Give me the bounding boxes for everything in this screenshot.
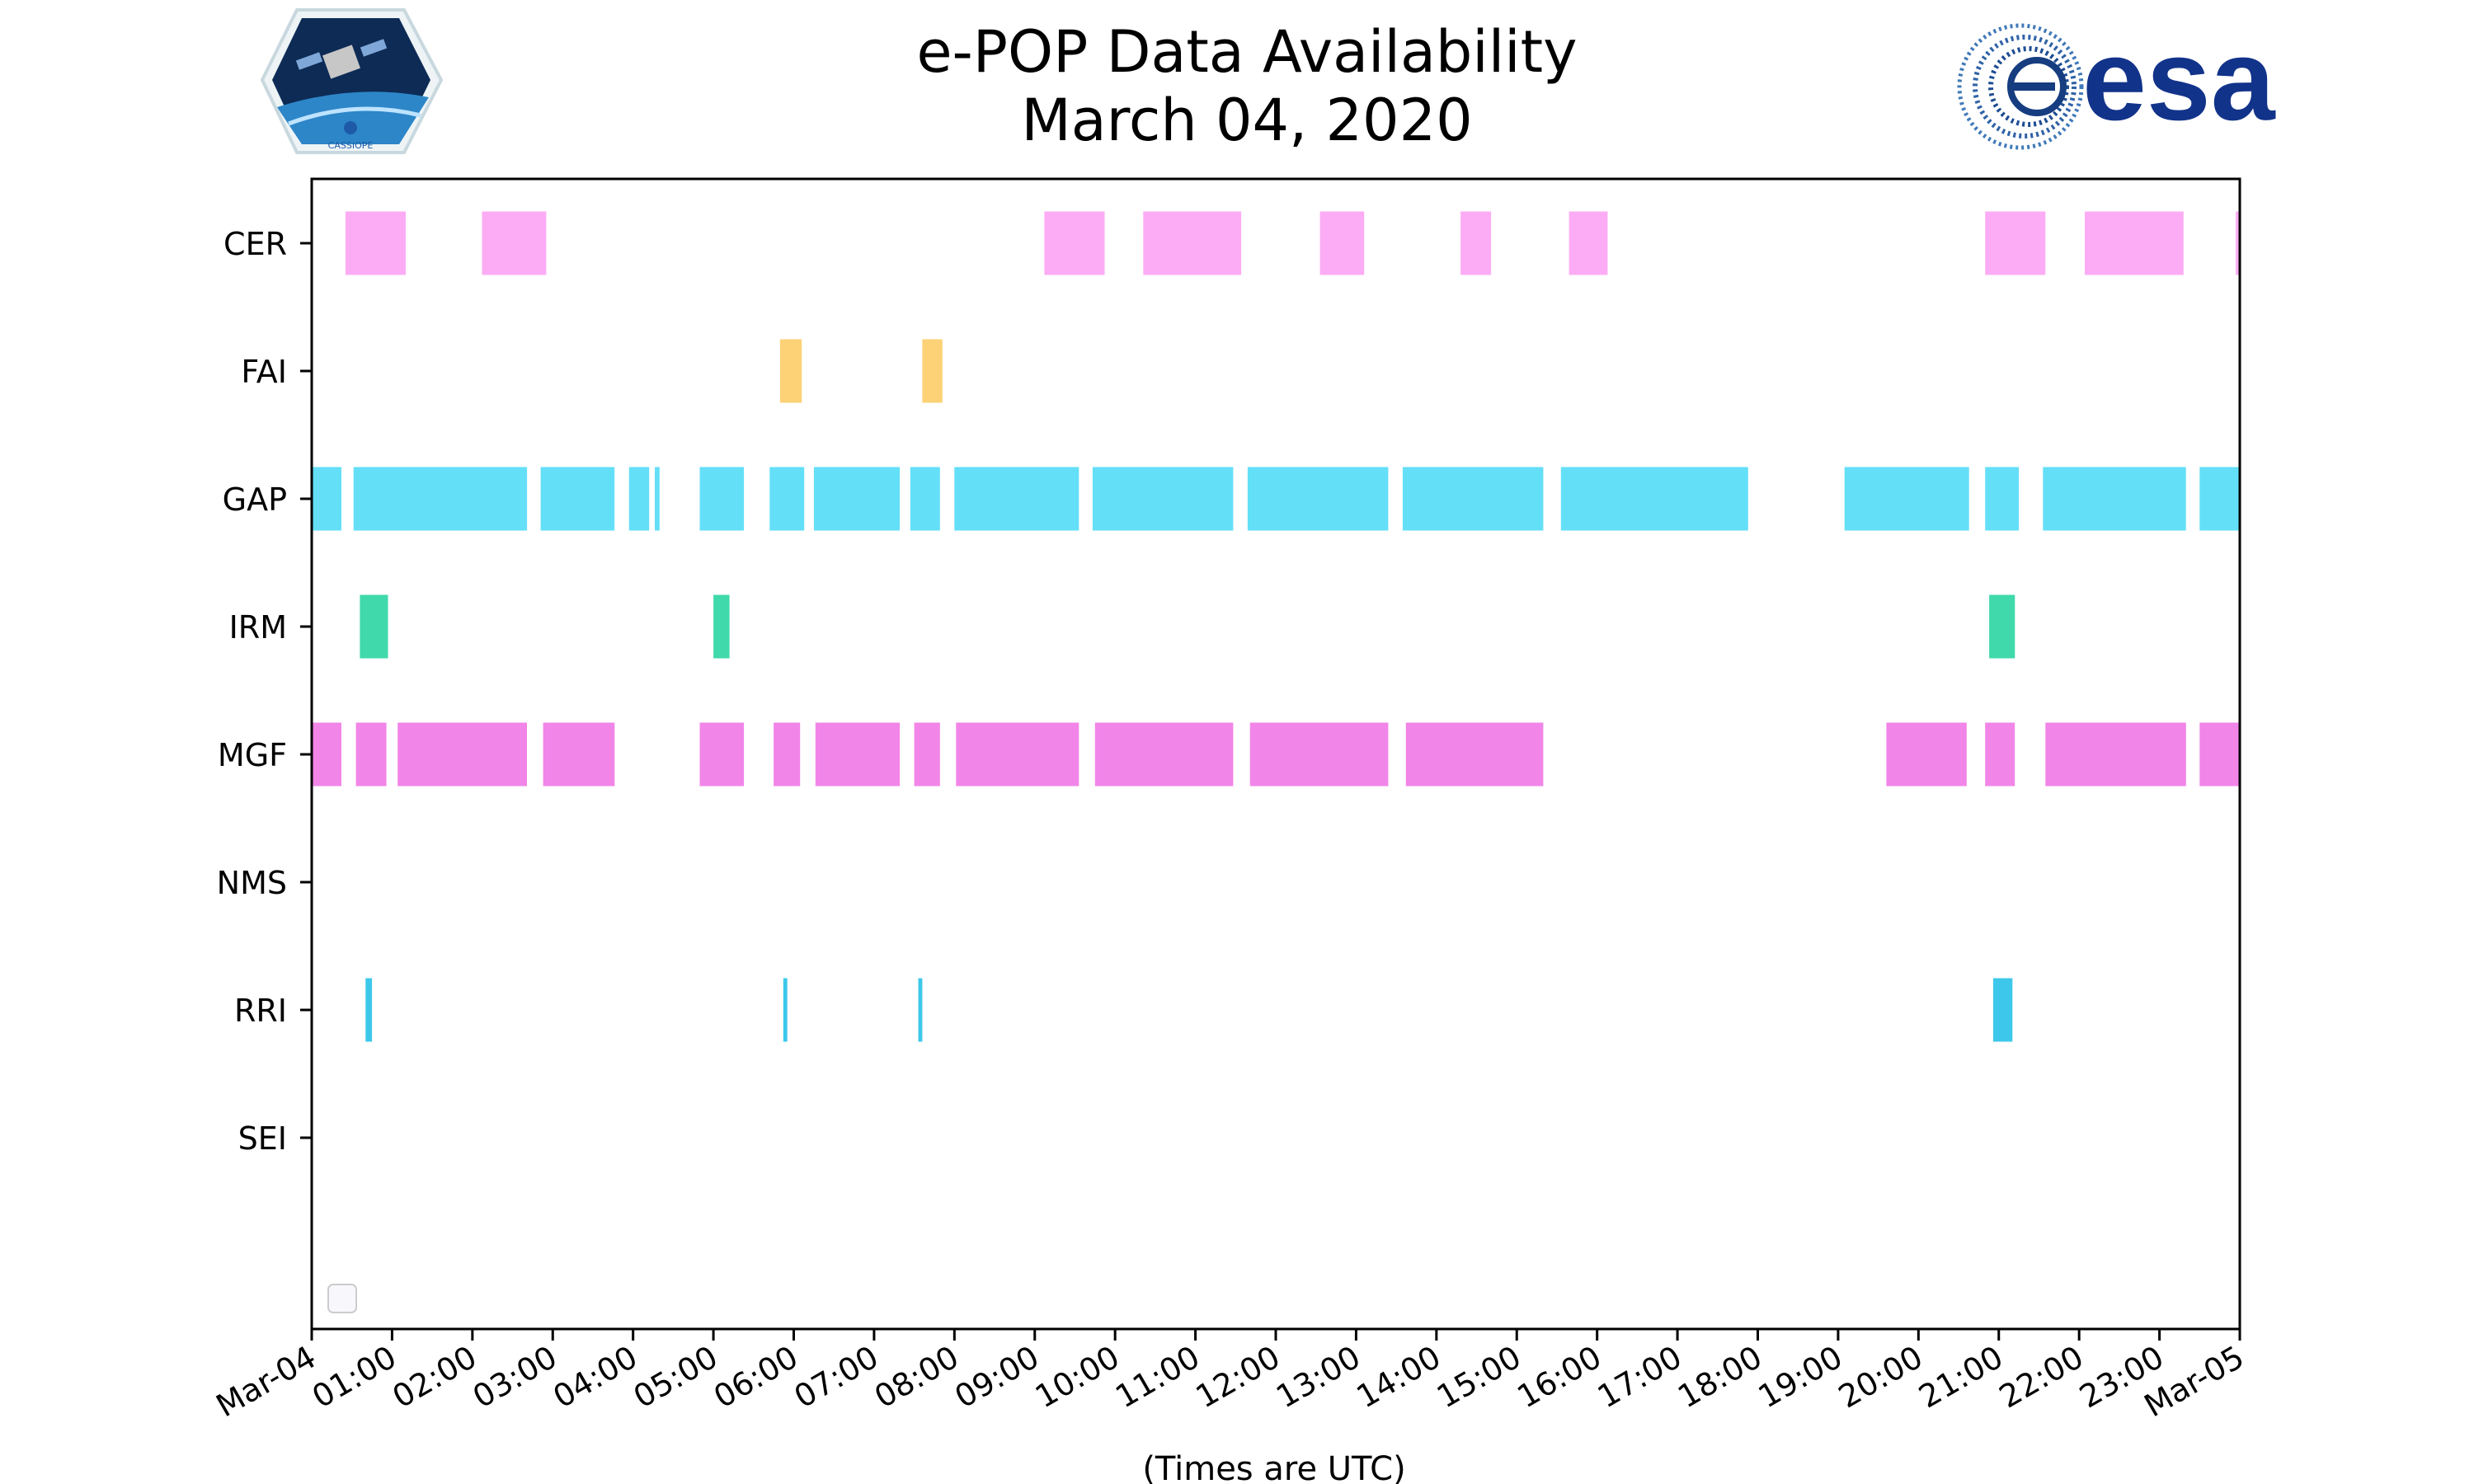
x-tick-label-19: 19:00 bbox=[1752, 1339, 1849, 1416]
bar-mgf-2 bbox=[397, 722, 527, 787]
x-tick-label-5: 05:00 bbox=[628, 1339, 724, 1416]
bar-gap-15 bbox=[1985, 467, 2020, 531]
bar-irm-2 bbox=[1989, 594, 2015, 659]
cassiope-logo-text: CASSIOPE bbox=[328, 140, 374, 151]
bar-gap-12 bbox=[1402, 467, 1544, 531]
bar-gap-5 bbox=[699, 467, 745, 531]
bar-gap-0 bbox=[312, 467, 341, 531]
x-tick-label-16: 16:00 bbox=[1511, 1339, 1607, 1416]
x-tick-label-6: 06:00 bbox=[708, 1339, 804, 1416]
x-tick-label-1: 01:00 bbox=[306, 1339, 402, 1416]
x-tick-label-8: 08:00 bbox=[868, 1339, 965, 1416]
x-tick-label-15: 15:00 bbox=[1431, 1339, 1527, 1416]
x-tick-label-10: 10:00 bbox=[1029, 1339, 1126, 1416]
bar-cer-3 bbox=[1143, 211, 1242, 275]
plot-frame bbox=[310, 177, 2241, 1331]
legend-box bbox=[327, 1284, 357, 1313]
bar-rri-3 bbox=[1992, 978, 2013, 1042]
bar-gap-10 bbox=[1092, 467, 1234, 531]
bar-rri-2 bbox=[918, 978, 923, 1042]
x-tick-label-9: 09:00 bbox=[948, 1339, 1045, 1416]
bar-gap-2 bbox=[540, 467, 615, 531]
bar-fai-0 bbox=[779, 339, 802, 403]
y-tick-label-rri: RRI bbox=[234, 993, 287, 1029]
esa-logo: esa bbox=[1957, 15, 2276, 150]
y-tick-label-cer: CER bbox=[223, 226, 287, 262]
bar-cer-5 bbox=[1460, 211, 1492, 275]
bar-cer-1 bbox=[482, 211, 547, 275]
bar-mgf-9 bbox=[1094, 722, 1234, 787]
bar-gap-1 bbox=[353, 467, 528, 531]
x-tick-label-12: 12:00 bbox=[1190, 1339, 1286, 1416]
bar-rri-1 bbox=[783, 978, 788, 1042]
bar-cer-4 bbox=[1319, 211, 1365, 275]
y-axis: CER FAI GAP IRM MGF NMS RRI SEI bbox=[217, 226, 312, 1157]
bar-gap-6 bbox=[769, 467, 805, 531]
x-tick-label-13: 13:00 bbox=[1270, 1339, 1366, 1416]
x-tick-label-2: 02:00 bbox=[386, 1339, 482, 1416]
bar-mgf-6 bbox=[815, 722, 901, 787]
y-tick-label-nms: NMS bbox=[217, 865, 287, 901]
bar-mgf-10 bbox=[1249, 722, 1389, 787]
bar-cer-2 bbox=[1044, 211, 1105, 275]
bar-gap-13 bbox=[1560, 467, 1748, 531]
bar-mgf-7 bbox=[914, 722, 940, 787]
y-tick-label-sei: SEI bbox=[238, 1120, 287, 1157]
bar-gap-11 bbox=[1247, 467, 1389, 531]
x-tick-label-3: 03:00 bbox=[467, 1339, 563, 1416]
bar-gap-7 bbox=[813, 467, 901, 531]
bar-cer-0 bbox=[345, 211, 406, 275]
bar-mgf-12 bbox=[1886, 722, 1967, 787]
bar-fai-1 bbox=[922, 339, 943, 403]
bar-gap-3 bbox=[628, 467, 650, 531]
bar-gap-8 bbox=[910, 467, 940, 531]
bar-mgf-11 bbox=[1405, 722, 1544, 787]
y-tick-label-gap: GAP bbox=[223, 481, 287, 518]
bar-mgf-4 bbox=[699, 722, 745, 787]
bar-mgf-5 bbox=[774, 722, 801, 787]
x-axis-label: (Times are UTC) bbox=[1142, 1450, 1405, 1484]
chart-title-line-1: e-POP Data Availability bbox=[916, 18, 1577, 86]
esa-swirl-icon bbox=[1957, 23, 2084, 150]
bar-mgf-13 bbox=[1985, 722, 2015, 787]
bar-cer-7 bbox=[1985, 211, 2046, 275]
cassiope-logo: CASSIOPE bbox=[260, 8, 444, 154]
esa-logo-text: esa bbox=[2082, 15, 2276, 144]
y-tick-label-fai: FAI bbox=[241, 354, 287, 390]
bar-gap-16 bbox=[2043, 467, 2186, 531]
bar-mgf-14 bbox=[2045, 722, 2186, 787]
x-tick-label-7: 07:00 bbox=[788, 1339, 885, 1416]
bar-irm-1 bbox=[713, 594, 730, 659]
x-tick-label-22: 22:00 bbox=[1993, 1339, 2090, 1416]
bar-cer-9 bbox=[2236, 211, 2240, 275]
y-tick-label-irm: IRM bbox=[229, 609, 287, 646]
bar-mgf-3 bbox=[543, 722, 615, 787]
bar-mgf-0 bbox=[312, 722, 341, 787]
x-tick-label-4: 04:00 bbox=[547, 1339, 643, 1416]
x-axis: Mar-0401:0002:0003:0004:0005:0006:0007:0… bbox=[210, 1329, 2251, 1424]
bar-cer-6 bbox=[1569, 211, 1608, 275]
x-tick-label-18: 18:00 bbox=[1672, 1339, 1768, 1416]
x-tick-label-20: 20:00 bbox=[1832, 1339, 1929, 1416]
x-tick-label-0: Mar-04 bbox=[210, 1339, 322, 1425]
x-tick-label-17: 17:00 bbox=[1592, 1339, 1688, 1416]
x-tick-label-14: 14:00 bbox=[1350, 1339, 1446, 1416]
x-tick-label-21: 21:00 bbox=[1912, 1339, 2009, 1416]
bar-mgf-8 bbox=[956, 722, 1079, 787]
bar-mgf-1 bbox=[355, 722, 387, 787]
bar-gap-9 bbox=[954, 467, 1079, 531]
bar-cer-8 bbox=[2085, 211, 2184, 275]
bar-rri-0 bbox=[365, 978, 373, 1042]
bar-mgf-15 bbox=[2199, 722, 2240, 787]
bar-gap-4 bbox=[655, 467, 660, 531]
bar-irm-0 bbox=[360, 594, 388, 659]
timeline-bars bbox=[312, 211, 2240, 1042]
x-tick-label-11: 11:00 bbox=[1109, 1339, 1206, 1416]
bar-gap-17 bbox=[2199, 467, 2240, 531]
bar-gap-14 bbox=[1844, 467, 1969, 531]
chart-title-line-2: March 04, 2020 bbox=[1021, 87, 1472, 154]
y-tick-label-mgf: MGF bbox=[218, 737, 287, 773]
